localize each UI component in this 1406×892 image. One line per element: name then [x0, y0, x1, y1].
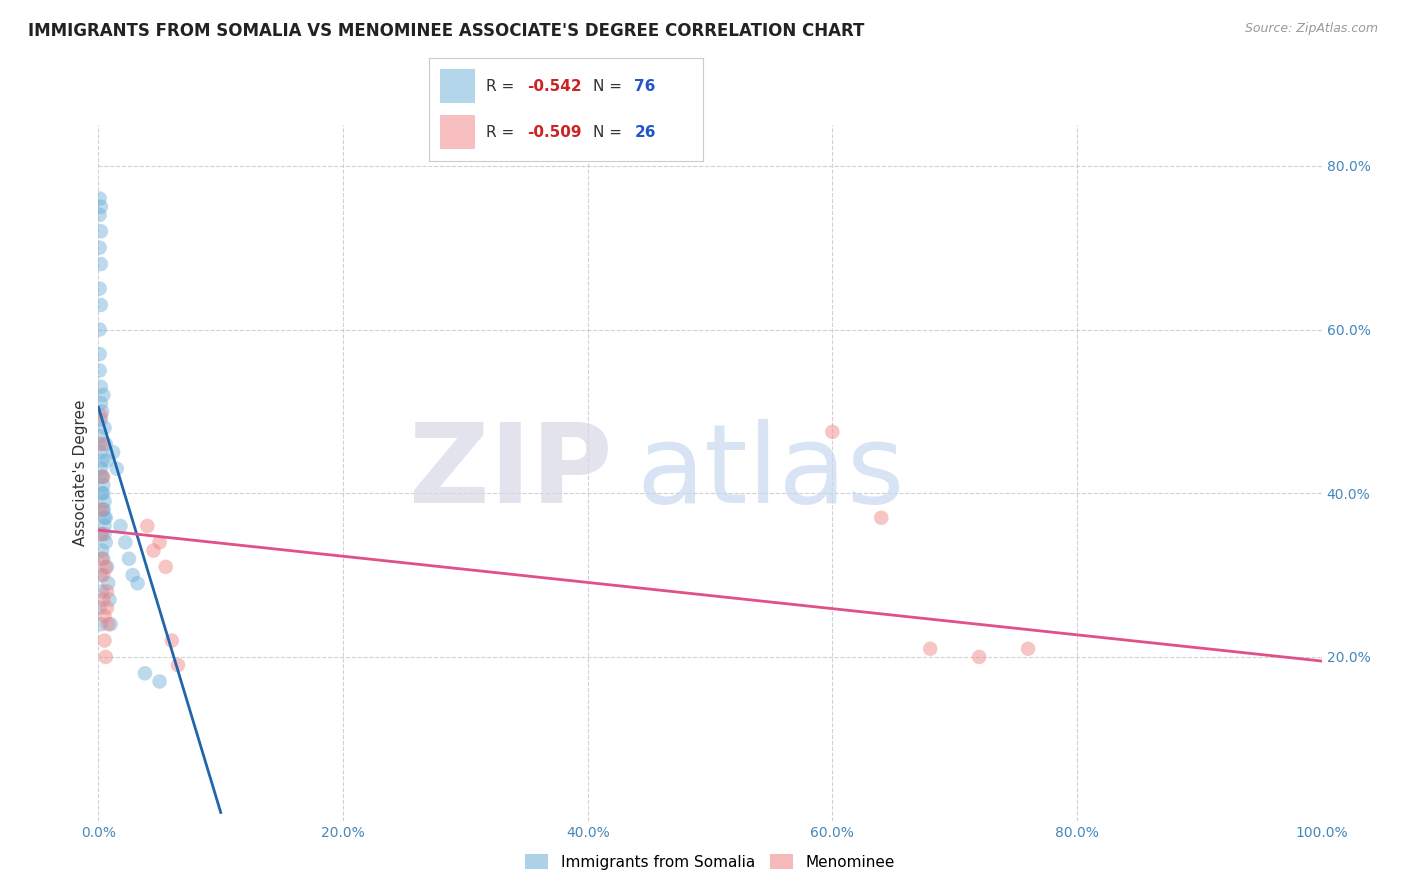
Point — [96, 584, 118, 599]
Y-axis label: Associate's Degree: Associate's Degree — [73, 400, 89, 546]
Point — [90, 568, 112, 582]
Point — [105, 461, 128, 475]
Point — [93, 527, 115, 541]
Point — [93, 609, 115, 624]
Text: IMMIGRANTS FROM SOMALIA VS MENOMINEE ASSOCIATE'S DEGREE CORRELATION CHART: IMMIGRANTS FROM SOMALIA VS MENOMINEE ASS… — [28, 22, 865, 40]
Point — [149, 535, 172, 549]
Point — [94, 535, 117, 549]
Point — [94, 649, 117, 664]
Point — [90, 412, 112, 426]
Point — [155, 560, 177, 574]
Point — [91, 453, 114, 467]
Bar — [440, 70, 475, 103]
Point — [91, 470, 114, 484]
Point — [96, 453, 118, 467]
Point — [89, 282, 111, 296]
Bar — [440, 115, 475, 149]
Point — [91, 502, 114, 516]
Point — [118, 551, 141, 566]
Point — [90, 380, 112, 394]
Point — [90, 527, 112, 541]
Point — [89, 600, 111, 615]
Point — [89, 192, 111, 206]
Point — [91, 486, 114, 500]
Point — [91, 478, 114, 492]
Point — [101, 445, 124, 459]
Point — [91, 404, 114, 418]
Text: -0.542: -0.542 — [527, 78, 582, 94]
Point — [91, 502, 114, 516]
Point — [127, 576, 149, 591]
Point — [93, 633, 115, 648]
Point — [93, 510, 115, 524]
Point — [90, 298, 112, 312]
Point — [110, 519, 132, 533]
Point — [920, 641, 942, 656]
Point — [93, 519, 115, 533]
Point — [91, 470, 114, 484]
Text: R =: R = — [486, 78, 515, 94]
Point — [967, 649, 990, 664]
Point — [89, 208, 111, 222]
Point — [121, 568, 143, 582]
Point — [90, 502, 112, 516]
Point — [114, 535, 136, 549]
Text: N =: N = — [593, 125, 623, 140]
Point — [136, 519, 159, 533]
Point — [94, 510, 117, 524]
Text: 26: 26 — [634, 125, 657, 140]
Point — [90, 396, 112, 410]
Point — [94, 560, 117, 574]
Point — [97, 576, 120, 591]
Point — [89, 322, 111, 336]
Point — [90, 617, 112, 632]
Point — [91, 584, 114, 599]
Point — [91, 543, 114, 558]
Text: 76: 76 — [634, 78, 655, 94]
Point — [870, 510, 893, 524]
Point — [167, 658, 190, 673]
Point — [96, 560, 118, 574]
Point — [94, 437, 117, 451]
Point — [91, 568, 114, 582]
Point — [134, 666, 156, 681]
Point — [91, 527, 114, 541]
Point — [89, 241, 111, 255]
Point — [93, 421, 115, 435]
Point — [98, 592, 121, 607]
Point — [91, 592, 114, 607]
Point — [100, 617, 122, 632]
Text: R =: R = — [486, 125, 515, 140]
Point — [90, 224, 112, 238]
Point — [89, 347, 111, 361]
Point — [821, 425, 844, 439]
Point — [149, 674, 172, 689]
Text: Source: ZipAtlas.com: Source: ZipAtlas.com — [1244, 22, 1378, 36]
Legend: Immigrants from Somalia, Menominee: Immigrants from Somalia, Menominee — [519, 847, 901, 876]
Point — [97, 617, 120, 632]
Point — [90, 409, 112, 423]
Point — [91, 486, 114, 500]
Point — [89, 445, 111, 459]
Point — [91, 437, 114, 451]
Point — [89, 429, 111, 443]
Text: -0.509: -0.509 — [527, 125, 582, 140]
Point — [96, 600, 118, 615]
Point — [142, 543, 165, 558]
Point — [93, 494, 115, 508]
Point — [91, 551, 114, 566]
Point — [91, 388, 114, 402]
Point — [1017, 641, 1039, 656]
Point — [89, 437, 111, 451]
Point — [90, 461, 112, 475]
Text: N =: N = — [593, 78, 623, 94]
Text: ZIP: ZIP — [409, 419, 612, 526]
Point — [89, 363, 111, 377]
Point — [91, 551, 114, 566]
Text: atlas: atlas — [637, 419, 905, 526]
Point — [90, 257, 112, 271]
Point — [91, 470, 114, 484]
Point — [90, 200, 112, 214]
Point — [160, 633, 183, 648]
